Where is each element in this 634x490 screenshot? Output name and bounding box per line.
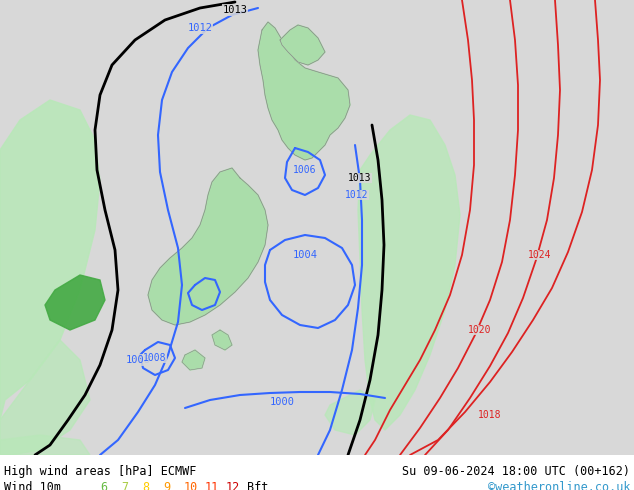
Polygon shape (258, 22, 350, 160)
Text: 12: 12 (226, 481, 240, 490)
Text: 11: 11 (205, 481, 219, 490)
Text: 1004: 1004 (292, 250, 318, 260)
Text: Su 09-06-2024 18:00 UTC (00+162): Su 09-06-2024 18:00 UTC (00+162) (402, 465, 630, 478)
Text: Bft: Bft (247, 481, 268, 490)
Polygon shape (358, 115, 460, 430)
Text: 1000: 1000 (269, 397, 295, 407)
Text: 1024: 1024 (528, 250, 552, 260)
Bar (0, 455, 634, 490)
Polygon shape (212, 330, 232, 350)
Text: 1012: 1012 (188, 23, 212, 33)
Text: 6: 6 (100, 481, 107, 490)
Text: 9: 9 (163, 481, 170, 490)
Text: Wind 10m: Wind 10m (4, 481, 61, 490)
Text: High wind areas [hPa] ECMWF: High wind areas [hPa] ECMWF (4, 465, 197, 478)
Polygon shape (45, 275, 105, 330)
Polygon shape (325, 390, 375, 435)
Polygon shape (0, 435, 90, 455)
Text: 1008: 1008 (143, 353, 167, 363)
Text: 1013: 1013 (223, 5, 247, 15)
Text: 1013: 1013 (348, 173, 372, 183)
Text: 1020: 1020 (469, 325, 492, 335)
Polygon shape (0, 100, 100, 420)
Polygon shape (182, 350, 205, 370)
Text: ©weatheronline.co.uk: ©weatheronline.co.uk (488, 481, 630, 490)
Text: 1018: 1018 (478, 410, 501, 420)
Text: 8: 8 (142, 481, 149, 490)
Text: 7: 7 (121, 481, 128, 490)
Text: 1008: 1008 (126, 355, 150, 365)
Polygon shape (280, 25, 325, 65)
Text: 1006: 1006 (294, 165, 317, 175)
Text: 10: 10 (184, 481, 198, 490)
Text: 1012: 1012 (346, 190, 369, 200)
Polygon shape (0, 340, 90, 455)
Polygon shape (148, 168, 268, 325)
